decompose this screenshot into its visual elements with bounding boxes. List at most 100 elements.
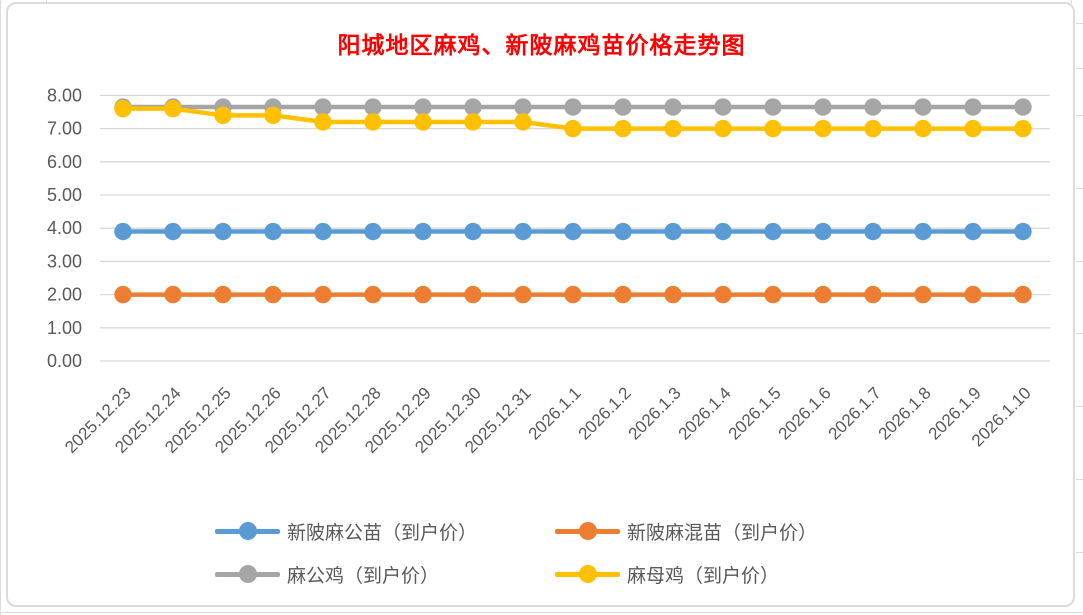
data-point[interactable] bbox=[414, 113, 432, 131]
data-point[interactable] bbox=[914, 285, 932, 304]
data-point[interactable] bbox=[164, 222, 182, 241]
sheet-gridline-tick bbox=[1076, 406, 1083, 407]
data-point[interactable] bbox=[414, 285, 432, 304]
data-point[interactable] bbox=[114, 222, 132, 241]
data-point[interactable] bbox=[364, 113, 382, 131]
data-point[interactable] bbox=[564, 222, 582, 241]
data-point[interactable] bbox=[514, 113, 532, 131]
data-point[interactable] bbox=[564, 285, 582, 304]
legend-label: 麻母鸡（到户价） bbox=[627, 565, 780, 587]
sheet-gridline-tick bbox=[1076, 333, 1083, 334]
data-point[interactable] bbox=[464, 285, 482, 304]
data-point[interactable] bbox=[614, 98, 632, 116]
legend-item-xinpo-gong-miao[interactable]: 新陂麻公苗（到户价） bbox=[215, 518, 477, 544]
data-point[interactable] bbox=[364, 98, 382, 116]
data-point[interactable] bbox=[364, 285, 382, 304]
data-point[interactable] bbox=[1014, 222, 1032, 241]
data-point[interactable] bbox=[964, 119, 982, 138]
data-point[interactable] bbox=[964, 285, 982, 304]
data-point[interactable] bbox=[214, 106, 232, 125]
y-tick-label: 0.00 bbox=[47, 351, 82, 371]
data-point[interactable] bbox=[614, 222, 632, 241]
data-point[interactable] bbox=[864, 285, 882, 304]
data-point[interactable] bbox=[814, 222, 832, 241]
data-point[interactable] bbox=[964, 98, 982, 116]
data-point[interactable] bbox=[314, 98, 332, 116]
y-tick-label: 1.00 bbox=[47, 318, 82, 338]
data-point[interactable] bbox=[214, 222, 232, 241]
data-point[interactable] bbox=[364, 222, 382, 241]
data-point[interactable] bbox=[1014, 98, 1032, 116]
data-point[interactable] bbox=[714, 119, 732, 138]
x-tick-label: 2026.1.3 bbox=[625, 383, 685, 443]
legend-marker-icon bbox=[215, 561, 280, 587]
data-point[interactable] bbox=[414, 222, 432, 241]
data-point[interactable] bbox=[264, 285, 282, 304]
data-point[interactable] bbox=[764, 285, 782, 304]
data-point[interactable] bbox=[564, 119, 582, 138]
data-point[interactable] bbox=[314, 222, 332, 241]
data-point[interactable] bbox=[714, 222, 732, 241]
data-point[interactable] bbox=[664, 222, 682, 241]
data-point[interactable] bbox=[264, 106, 282, 125]
data-point[interactable] bbox=[614, 285, 632, 304]
data-point[interactable] bbox=[814, 285, 832, 304]
data-point[interactable] bbox=[264, 222, 282, 241]
data-point[interactable] bbox=[1014, 119, 1032, 138]
sheet-gridline-tick bbox=[1076, 261, 1083, 262]
data-point[interactable] bbox=[564, 98, 582, 116]
legend-item-xinpo-hun-miao[interactable]: 新陂麻混苗（到户价） bbox=[555, 518, 817, 544]
x-tick-label: 2026.1.5 bbox=[725, 383, 785, 443]
sheet-gridline-tick bbox=[1076, 115, 1083, 116]
y-tick-label: 5.00 bbox=[47, 185, 82, 205]
data-point[interactable] bbox=[514, 98, 532, 116]
data-point[interactable] bbox=[464, 222, 482, 241]
data-point[interactable] bbox=[314, 113, 332, 131]
data-point[interactable] bbox=[714, 285, 732, 304]
data-point[interactable] bbox=[714, 98, 732, 116]
x-tick-label: 2026.1.4 bbox=[675, 383, 735, 443]
data-point[interactable] bbox=[164, 99, 182, 118]
data-point[interactable] bbox=[764, 119, 782, 138]
data-point[interactable] bbox=[664, 98, 682, 116]
data-point[interactable] bbox=[664, 285, 682, 304]
data-point[interactable] bbox=[464, 98, 482, 116]
data-point[interactable] bbox=[764, 98, 782, 116]
data-point[interactable] bbox=[814, 119, 832, 138]
legend-marker-icon bbox=[215, 518, 280, 544]
x-tick-label: 2026.1.6 bbox=[775, 383, 835, 443]
data-point[interactable] bbox=[1014, 285, 1032, 304]
data-point[interactable] bbox=[964, 222, 982, 241]
data-point[interactable] bbox=[314, 285, 332, 304]
data-point[interactable] bbox=[214, 285, 232, 304]
x-tick-label: 2026.1.1 bbox=[525, 383, 585, 443]
legend-label: 麻公鸡（到户价） bbox=[287, 565, 440, 587]
data-point[interactable] bbox=[114, 285, 132, 304]
data-point[interactable] bbox=[114, 99, 132, 118]
data-point[interactable] bbox=[864, 222, 882, 241]
data-point[interactable] bbox=[864, 98, 882, 116]
data-point[interactable] bbox=[814, 98, 832, 116]
data-point[interactable] bbox=[614, 119, 632, 138]
legend-item-ma-gong-ji[interactable]: 麻公鸡（到户价） bbox=[215, 561, 439, 587]
data-point[interactable] bbox=[514, 285, 532, 304]
data-point[interactable] bbox=[514, 222, 532, 241]
sheet-gridline-tick bbox=[1076, 479, 1083, 480]
data-point[interactable] bbox=[764, 222, 782, 241]
legend-label: 新陂麻公苗（到户价） bbox=[287, 522, 478, 544]
sheet-gridline-tick bbox=[1076, 552, 1083, 553]
y-tick-label: 3.00 bbox=[47, 251, 82, 271]
chart-object-frame[interactable] bbox=[6, 2, 1075, 607]
chart-title: 阳城地区麻鸡、新陂麻鸡苗价格走势图 bbox=[337, 33, 746, 58]
data-point[interactable] bbox=[414, 98, 432, 116]
data-point[interactable] bbox=[914, 119, 932, 138]
sheet-gridline-bottom bbox=[0, 612, 1083, 613]
data-point[interactable] bbox=[464, 113, 482, 131]
data-point[interactable] bbox=[664, 119, 682, 138]
data-point[interactable] bbox=[914, 98, 932, 116]
data-point[interactable] bbox=[864, 119, 882, 138]
legend-item-ma-mu-ji[interactable]: 麻母鸡（到户价） bbox=[555, 561, 779, 587]
data-point[interactable] bbox=[164, 285, 182, 304]
data-point[interactable] bbox=[914, 222, 932, 241]
